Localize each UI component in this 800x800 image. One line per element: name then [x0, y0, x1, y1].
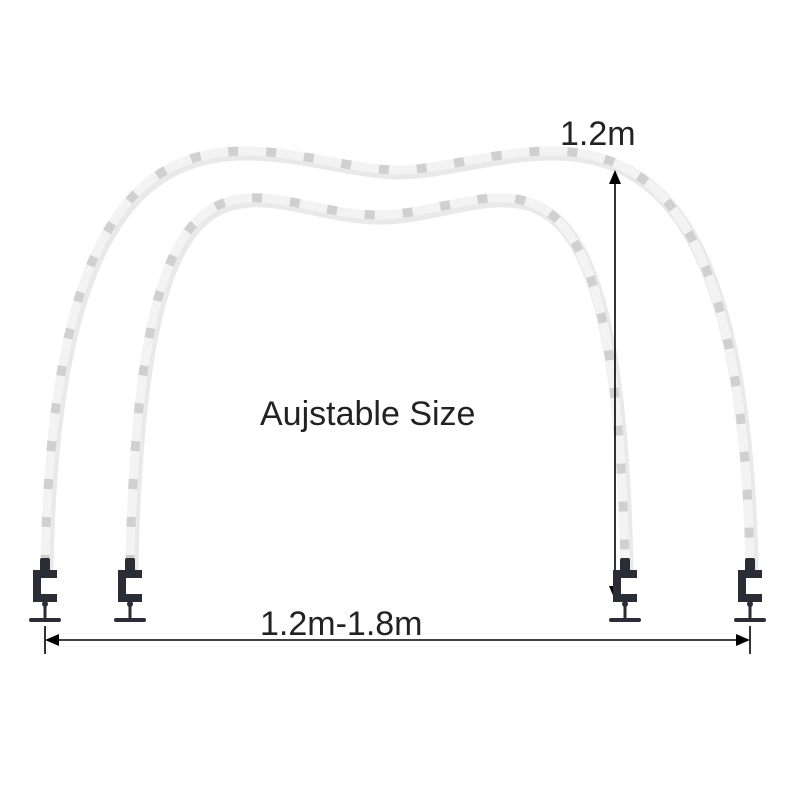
table-clamp [609, 558, 641, 622]
width-arrow-head-right [736, 634, 750, 646]
center-caption: Aujstable Size [260, 395, 475, 434]
arch-joints [130, 198, 625, 565]
width-arrow-head-left [45, 634, 59, 646]
arch-shadow [132, 201, 627, 568]
arch-tube [130, 198, 625, 565]
table-clamp [29, 558, 61, 622]
table-clamp [734, 558, 766, 622]
width-dimension-label: 1.2m-1.8m [260, 605, 423, 644]
table-clamp [114, 558, 146, 622]
height-dimension-label: 1.2m [560, 115, 636, 154]
diagram-stage: 1.2m 1.2m-1.8m Aujstable Size [0, 0, 800, 800]
